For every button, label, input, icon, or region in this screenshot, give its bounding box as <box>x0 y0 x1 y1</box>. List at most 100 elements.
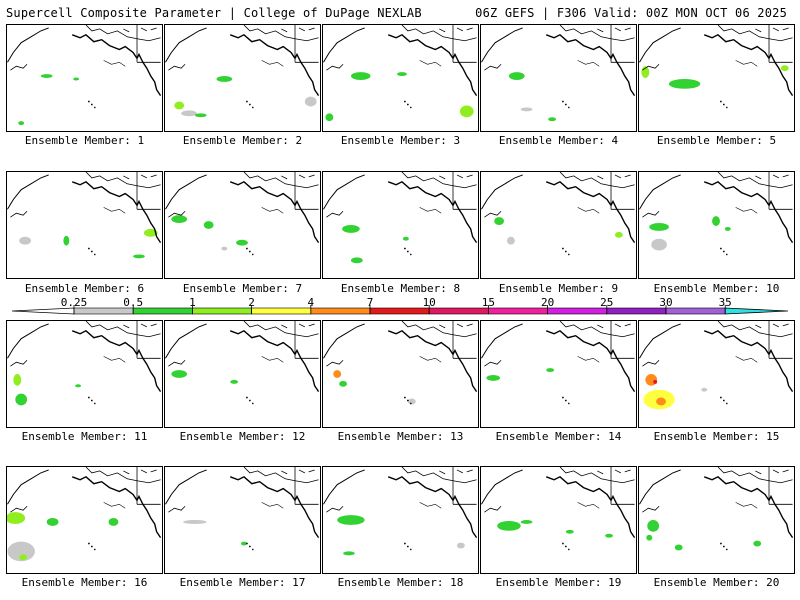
scp-area <box>647 520 660 532</box>
colorbar-tick-label: 35 <box>719 297 732 309</box>
map-canvas <box>481 321 636 405</box>
scp-area <box>7 541 35 562</box>
ensemble-member-label: Ensemble Member: 17 <box>179 576 306 589</box>
map-canvas <box>323 172 478 264</box>
map-canvas <box>481 25 636 122</box>
ensemble-member-label: Ensemble Member: 15 <box>653 430 780 443</box>
map-canvas <box>7 321 162 406</box>
map-canvas <box>165 172 320 256</box>
scp-area <box>339 380 348 387</box>
colorbar-segment <box>428 307 489 315</box>
scp-area <box>343 551 355 556</box>
map-title: Supercell Composite Parameter | College … <box>6 6 422 20</box>
scp-area <box>73 77 80 81</box>
map-canvas <box>7 172 162 259</box>
colorbar-segment <box>310 307 371 315</box>
scp-area <box>194 113 207 118</box>
ensemble-member-map <box>6 466 163 574</box>
scp-area <box>701 387 708 392</box>
scp-area <box>668 78 701 89</box>
scp-area <box>337 515 365 525</box>
scp-area <box>407 398 416 405</box>
scp-area <box>19 554 28 561</box>
scp-area <box>397 72 407 77</box>
colorbar-legend: 0.25 0.5 1 2 4 7 10 15 20 25 30 35 <box>12 297 789 315</box>
ensemble-member-label: Ensemble Member: 1 <box>24 134 145 147</box>
scp-area <box>712 216 720 226</box>
scp-area <box>486 374 501 381</box>
ensemble-member-map <box>322 24 479 132</box>
ensemble-member-map <box>480 24 637 132</box>
ensemble-member-label: Ensemble Member: 12 <box>179 430 306 443</box>
map-canvas <box>165 467 320 551</box>
scp-area <box>646 534 653 541</box>
scp-area <box>133 254 145 259</box>
map-canvas <box>639 467 794 551</box>
scp-area <box>605 533 613 538</box>
scp-area <box>649 223 669 231</box>
scp-area <box>506 236 515 245</box>
scp-area <box>548 117 557 122</box>
scp-area <box>456 542 465 549</box>
scp-area <box>75 384 82 388</box>
scp-area <box>171 215 188 224</box>
scp-area <box>304 96 317 107</box>
colorbar-segment <box>547 307 608 315</box>
scp-area <box>780 65 789 72</box>
ensemble-member-label: Ensemble Member: 20 <box>653 576 780 589</box>
scp-area <box>230 379 239 384</box>
ensemble-member-label: Ensemble Member: 9 <box>498 282 619 295</box>
map-canvas <box>639 321 794 410</box>
scp-area <box>508 72 525 80</box>
scp-area <box>216 76 233 82</box>
ensemble-member-map <box>6 320 163 428</box>
scp-area <box>333 370 342 378</box>
map-canvas <box>7 467 162 562</box>
scp-area <box>63 235 70 246</box>
ensemble-member-map <box>322 171 479 279</box>
ensemble-member-map <box>480 320 637 428</box>
ensemble-member-map <box>164 466 321 574</box>
ensemble-member-map <box>322 320 479 428</box>
map-canvas <box>323 321 478 405</box>
colorbar-tick-label: 4 <box>307 297 314 309</box>
ensemble-member-map <box>638 466 795 574</box>
scp-area <box>724 226 731 231</box>
ensemble-member-label: Ensemble Member: 4 <box>498 134 619 147</box>
colorbar-right-arrow <box>724 307 789 315</box>
scp-area <box>546 368 555 373</box>
map-canvas <box>165 321 320 405</box>
map-canvas <box>481 172 636 256</box>
colorbar-segment <box>251 307 312 315</box>
scp-area <box>181 110 197 117</box>
map-canvas <box>7 25 162 126</box>
scp-area <box>325 113 334 122</box>
colorbar-segment <box>192 307 252 315</box>
colorbar-segment <box>488 307 548 315</box>
scp-area <box>7 512 26 524</box>
colorbar-segment <box>606 307 667 315</box>
ensemble-member-label: Ensemble Member: 5 <box>656 134 777 147</box>
colorbar-segment <box>369 307 430 315</box>
ensemble-member-label: Ensemble Member: 2 <box>182 134 303 147</box>
ensemble-member-label: Ensemble Member: 6 <box>24 282 145 295</box>
scp-area <box>494 217 505 225</box>
ensemble-member-map <box>480 466 637 574</box>
scp-area <box>18 121 25 126</box>
colorbar-tick-label: 30 <box>659 297 672 309</box>
scp-area <box>236 239 248 246</box>
colorbar-tick-label: 25 <box>600 297 613 309</box>
scp-area <box>342 225 360 233</box>
ensemble-member-map <box>6 24 163 132</box>
scp-area <box>520 107 533 112</box>
ensemble-member-map <box>480 171 637 279</box>
scp-area <box>19 236 32 245</box>
colorbar-tick-label: 15 <box>482 297 495 309</box>
ensemble-member-label: Ensemble Member: 3 <box>340 134 461 147</box>
scp-area <box>653 379 658 384</box>
scp-area <box>651 238 667 251</box>
ensemble-member-label: Ensemble Member: 11 <box>21 430 148 443</box>
map-canvas <box>639 25 794 109</box>
map-canvas <box>481 467 636 551</box>
map-canvas <box>323 25 478 122</box>
